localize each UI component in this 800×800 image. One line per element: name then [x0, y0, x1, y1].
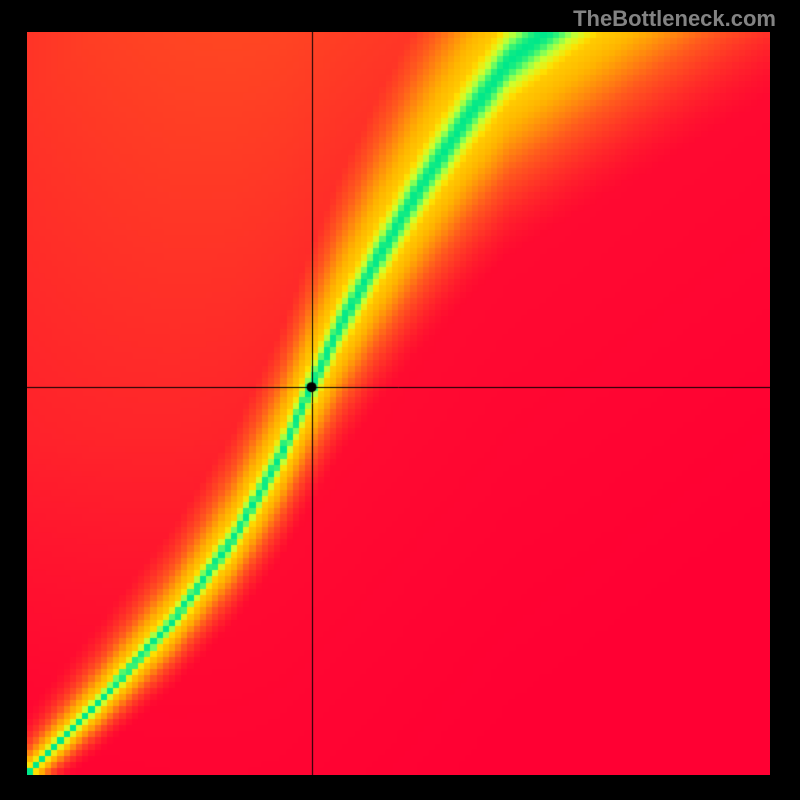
bottleneck-heatmap: [27, 32, 770, 775]
watermark-text: TheBottleneck.com: [573, 6, 776, 32]
